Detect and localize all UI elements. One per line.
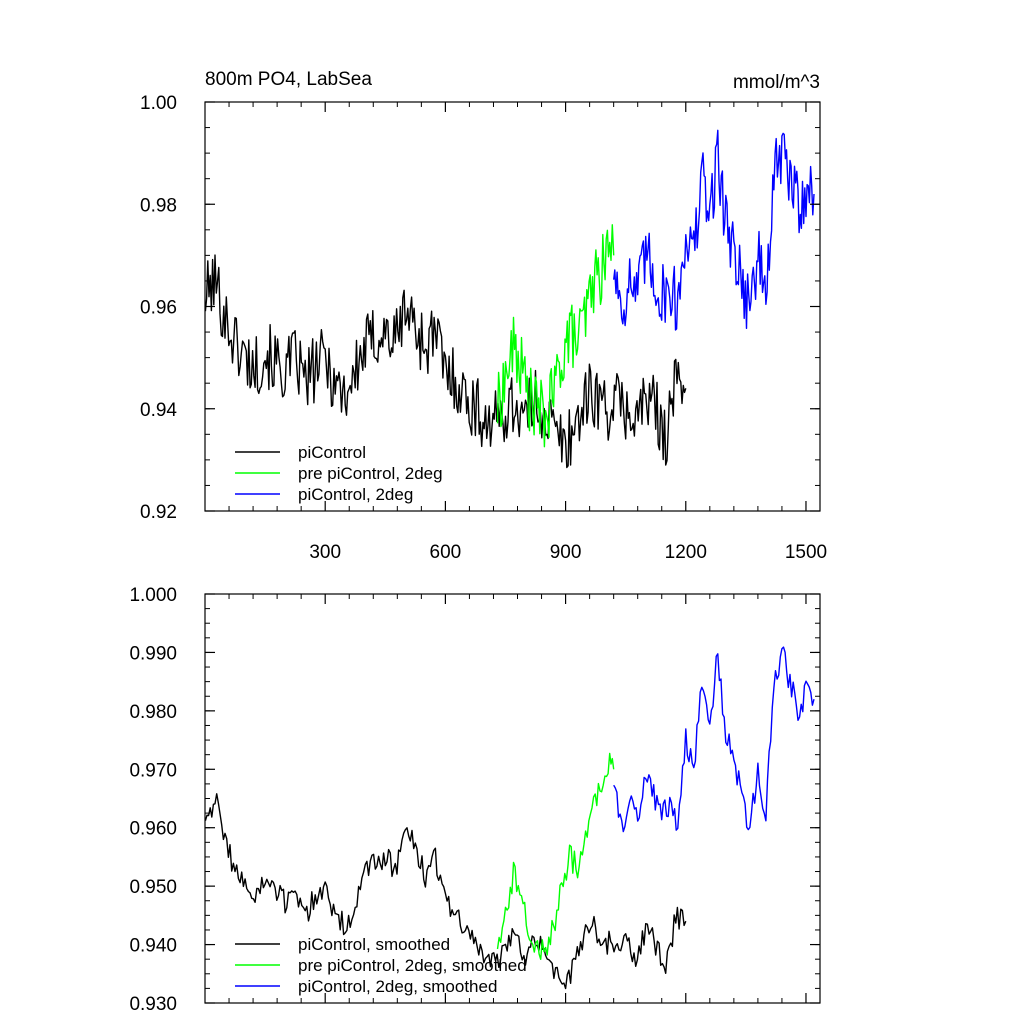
series-line-0 [205,254,687,469]
y-tick-label: 0.950 [129,877,177,898]
x-tick-label: 300 [309,542,341,563]
series-line-0 [205,793,687,990]
y-tick-label: 0.960 [129,819,177,840]
legend-label: piControl, 2deg [298,485,413,504]
y-tick-label: 0.980 [129,702,177,723]
legend-label: piControl, 2deg, smoothed [298,977,497,996]
legend: piControl pre piControl, 2deg piControl, 2… [235,443,443,504]
series-line-2 [613,129,815,331]
top-panel: 300 600 900 1200 1500 0.92 0.94 0.96 0.98 1.00 piC… [140,93,827,563]
y-tick-label: 1.000 [129,585,177,606]
series-lines [205,129,815,469]
y-tick-label: 0.990 [129,643,177,664]
legend: piControl, smoothed pre piControl, 2deg, … [235,935,527,996]
x-tick-label: 900 [550,542,582,563]
chart-units: mmol/m^3 [733,72,820,93]
x-tick-label: 1500 [785,542,827,563]
y-tick-label: 0.930 [129,994,177,1015]
y-tick-label: 0.92 [140,502,177,523]
y-tick-label: 0.98 [140,195,177,216]
y-tick-label: 0.940 [129,936,177,957]
x-tick-label: 600 [430,542,462,563]
y-tick-label: 0.970 [129,760,177,781]
legend-label: piControl, smoothed [298,935,450,954]
series-lines [205,646,815,990]
series-line-1 [496,224,615,448]
y-tick-label: 0.96 [140,298,177,319]
y-tick-label: 0.94 [140,400,177,421]
legend-label: pre piControl, 2deg, smoothed [298,956,527,975]
y-tick-label: 1.00 [140,93,177,114]
x-tick-label: 1200 [665,542,707,563]
series-line-1 [496,752,615,960]
legend-label: piControl [298,443,366,462]
chart-title: 800m PO4, LabSea [205,69,372,90]
bottom-panel: 0.930 0.940 0.950 0.960 0.970 0.980 0.990 1.000… [129,585,821,1015]
legend-label: pre piControl, 2deg [298,464,443,483]
series-line-2 [613,646,815,833]
